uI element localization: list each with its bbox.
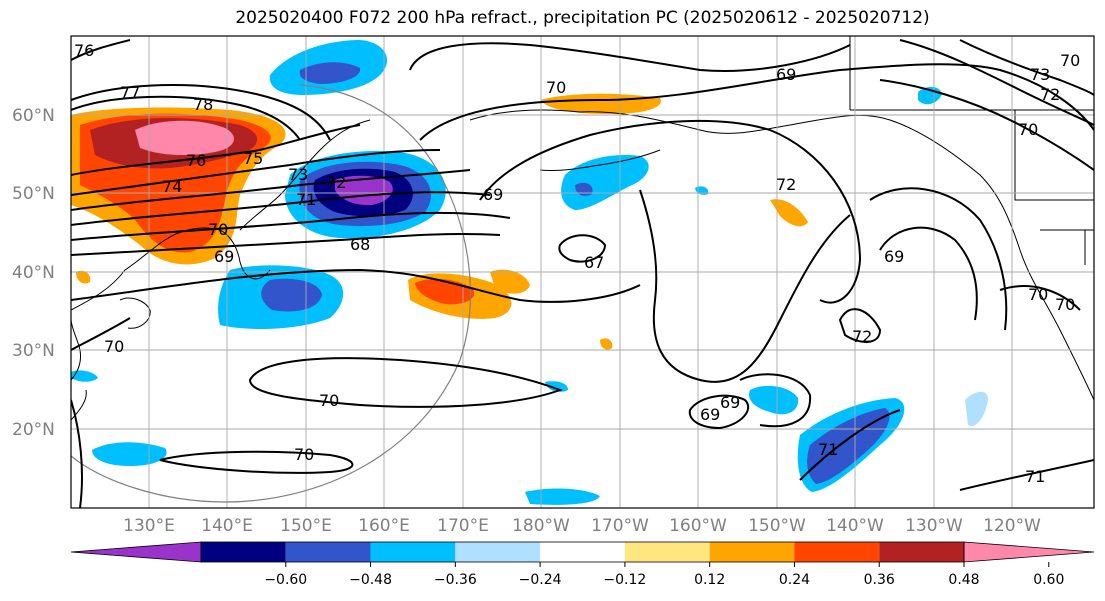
contour-label: 70: [1028, 285, 1048, 304]
contour-label: 69: [720, 393, 740, 412]
colorbar-tick-label: 0.12: [694, 572, 725, 588]
colorbar-swatch: [540, 542, 625, 562]
colorbar-swatch: [624, 542, 710, 562]
lon-label: 160°E: [358, 516, 410, 536]
colorbar-swatch: [201, 542, 286, 562]
lon-label: 160°W: [669, 516, 727, 536]
contour-label: 70: [1060, 51, 1080, 70]
colorbar: −0.60 −0.48 −0.36 −0.24 −0.12 0.12 0.24 0.36 0.4…: [70, 541, 1095, 588]
colorbar-tick-label: 0.60: [1033, 572, 1064, 588]
lon-label: 120°W: [983, 516, 1041, 536]
contour-label: 78: [193, 95, 213, 114]
colorbar-tick-label: −0.12: [603, 572, 646, 588]
contour-label: 70: [104, 337, 124, 356]
contour-label: 70: [319, 391, 339, 410]
colorbar-outline: [200, 541, 965, 563]
contour-label: 72: [326, 173, 346, 192]
refractivity-contours: [71, 39, 1094, 508]
contour-label: 69: [700, 405, 720, 424]
longitude-labels: 130°E 140°E 150°E 160°E 170°E 180°W 170°…: [123, 516, 1041, 536]
lat-label: 50°N: [12, 184, 55, 204]
contour-label: 70: [546, 78, 566, 97]
colorbar-tick-label: 0.24: [779, 572, 810, 588]
contour-label: 75: [243, 149, 263, 168]
lat-label: 60°N: [12, 106, 55, 126]
contour-label: 76: [186, 151, 206, 170]
colorbar-tick-label: 0.48: [948, 572, 979, 588]
lat-label: 30°N: [12, 341, 55, 361]
colorbar-swatch: [879, 542, 964, 562]
contour-label: 69: [776, 65, 796, 84]
contour-label: 71: [818, 440, 838, 459]
colorbar-extend-high: [963, 541, 1095, 563]
contour-label: 69: [483, 185, 503, 204]
contour-label: 74: [162, 177, 182, 196]
contour-label: 71: [296, 190, 316, 209]
colorbar-swatch: [455, 542, 541, 562]
lon-label: 150°E: [280, 516, 332, 536]
map-border: [70, 35, 1095, 509]
colorbar-swatch: [285, 542, 371, 562]
contour-label: 70: [208, 220, 228, 239]
contour-label: 71: [1025, 467, 1045, 486]
lat-label: 40°N: [12, 263, 55, 283]
contour-label: 70: [294, 445, 314, 464]
contour-label: 69: [214, 247, 234, 266]
lon-label: 180°W: [512, 516, 570, 536]
contour-label: 70: [1018, 120, 1038, 139]
lon-label: 130°E: [123, 516, 175, 536]
colorbar-tick-label: −0.24: [519, 572, 562, 588]
lon-label: 130°W: [905, 516, 963, 536]
contour-label: 67: [584, 253, 604, 272]
latitude-labels: 60°N 50°N 40°N 30°N 20°N: [12, 106, 55, 440]
lon-label: 150°W: [748, 516, 806, 536]
contour-label: 76: [74, 41, 94, 60]
contour-label: 73: [1030, 65, 1050, 84]
lon-label: 140°E: [201, 516, 253, 536]
contour-label: 72: [852, 327, 872, 346]
contour-label: 72: [776, 175, 796, 194]
lat-label: 20°N: [12, 420, 55, 440]
lon-label: 170°E: [437, 516, 489, 536]
precip-positive-area: [71, 93, 808, 350]
contour-label: 72: [1040, 85, 1060, 104]
contour-label: 69: [884, 247, 904, 266]
colorbar-tick-label: 0.36: [864, 572, 895, 588]
contour-label-group: 76 77 78 76 75 74 73 72 71 70 69 68 69 7…: [74, 41, 1080, 486]
contour-label: 68: [350, 235, 370, 254]
colorbar-tick-label: −0.36: [434, 572, 477, 588]
colorbar-tick-label: −0.48: [349, 572, 392, 588]
lon-label: 170°W: [591, 516, 649, 536]
colorbar-swatch: [370, 542, 456, 562]
contour-label: 73: [288, 165, 308, 184]
colorbar-swatch: [709, 542, 795, 562]
lon-label: 140°W: [826, 516, 884, 536]
colorbar-swatch: [794, 542, 880, 562]
colorbar-tick-label: −0.60: [264, 572, 307, 588]
map-title: 2025020400 F072 200 hPa refract., precip…: [235, 8, 930, 28]
contour-label: 70: [1055, 295, 1075, 314]
range-circle: [71, 84, 471, 503]
contour-label: 77: [120, 83, 140, 102]
colorbar-extend-low: [70, 541, 202, 563]
